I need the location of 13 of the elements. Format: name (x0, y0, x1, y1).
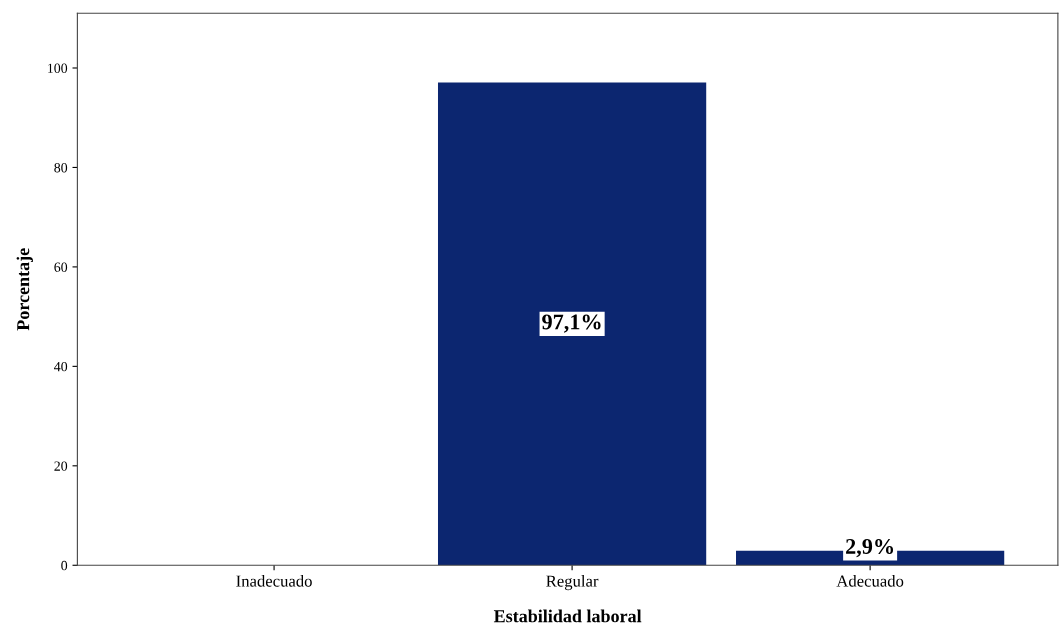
y-tick-label: 60 (54, 262, 68, 272)
y-tick-label: 0 (61, 560, 68, 571)
x-axis-title: Estabilidad laboral (493, 609, 642, 623)
x-tick-label: Regular (546, 574, 599, 591)
data-label: 2,9% (846, 538, 894, 558)
data-label: 97,1% (542, 314, 601, 333)
y-tick-label: 20 (54, 461, 68, 471)
y-axis-title: Porcentaje (16, 248, 33, 331)
y-tick-label: 100 (48, 63, 68, 73)
y-tick-label: 80 (54, 163, 68, 173)
x-tick-label: Adecuado (836, 574, 904, 587)
x-tick-label: Inadecuado (236, 574, 312, 587)
y-tick-label: 40 (54, 361, 68, 372)
